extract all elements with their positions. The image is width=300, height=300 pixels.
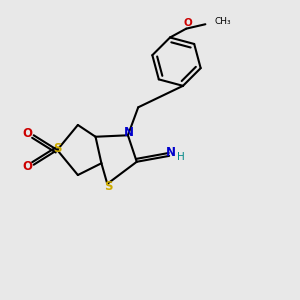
Text: N: N — [166, 146, 176, 159]
Text: S: S — [53, 142, 61, 155]
Text: N: N — [124, 126, 134, 140]
Text: S: S — [104, 180, 113, 193]
Text: H: H — [177, 152, 185, 162]
Text: CH₃: CH₃ — [214, 17, 231, 26]
Text: O: O — [22, 160, 32, 173]
Text: O: O — [183, 18, 192, 28]
Text: O: O — [22, 127, 32, 140]
